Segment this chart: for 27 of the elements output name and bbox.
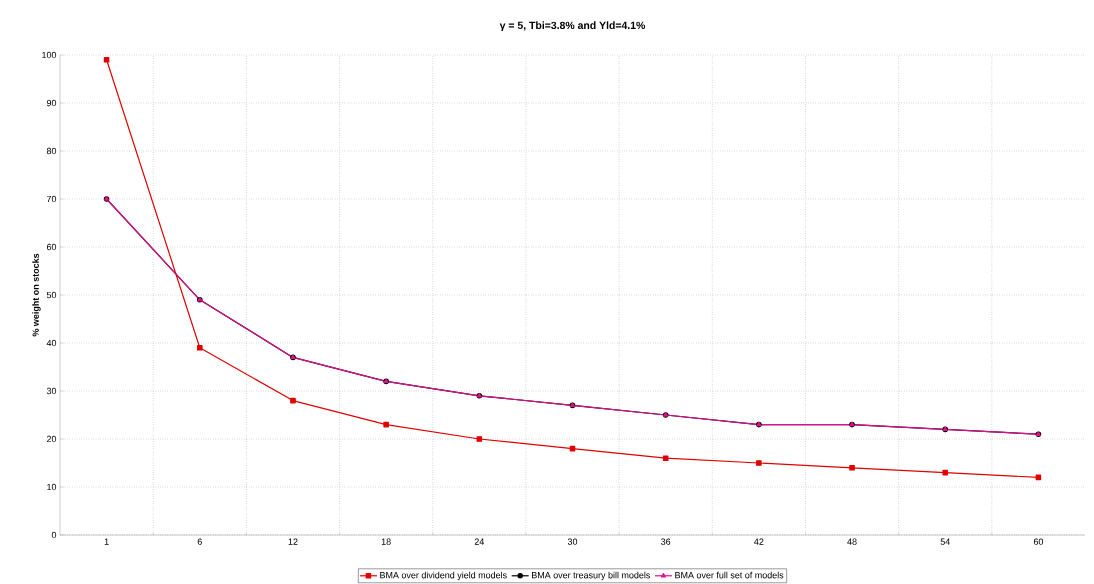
x-tick-label: 42 <box>754 538 764 545</box>
y-tick-label: 10 <box>47 483 57 491</box>
y-tick-label: 70 <box>46 195 57 203</box>
y-tick-label: 100 <box>42 51 57 59</box>
x-tick-label: 18 <box>381 538 391 545</box>
x-tick-label: 54 <box>940 538 950 545</box>
x-tick-label: 24 <box>474 538 485 545</box>
chart-title: γ = 5, Tbi=3.8% and Yld=4.1% <box>499 21 646 32</box>
y-tick-label: 20 <box>46 435 57 443</box>
y-tick-label: 60 <box>46 243 57 251</box>
legend-label: BMA over treasury bill models <box>532 571 651 581</box>
x-tick-label: 6 <box>197 538 202 545</box>
x-tick-label: 30 <box>567 538 578 545</box>
y-tick-label: 90 <box>46 99 57 107</box>
legend-label: BMA over dividend yield models <box>380 571 507 581</box>
x-tick-label: 60 <box>1033 538 1044 545</box>
y-tick-label: 50 <box>46 291 57 299</box>
x-tick-label: 36 <box>661 538 671 545</box>
legend-label: BMA over full set of models <box>675 571 784 579</box>
y-tick-label: 80 <box>46 147 57 155</box>
y-axis-title: % weight on stocks <box>32 253 41 337</box>
x-tick-label: 12 <box>288 538 298 545</box>
y-tick-label: 30 <box>46 387 57 395</box>
y-tick-label: 40 <box>46 339 57 347</box>
x-tick-label: 1 <box>104 538 109 545</box>
y-tick-label: 0 <box>51 531 57 539</box>
x-tick-label: 48 <box>847 538 857 545</box>
